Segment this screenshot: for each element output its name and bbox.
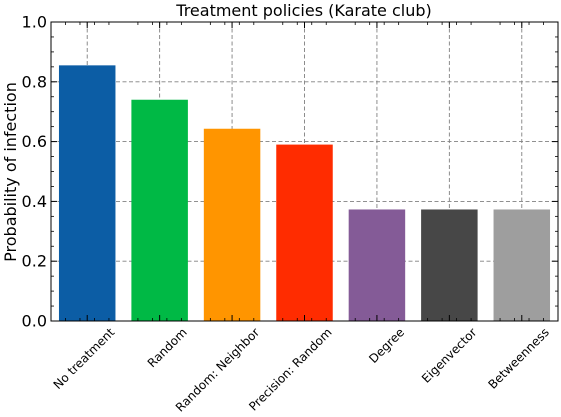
y-tick-label: 0.4 (22, 192, 47, 211)
x-tick-label: No treatment (51, 325, 118, 392)
x-tick-label: Precision: Random (246, 325, 334, 413)
bar-random-neighbor (203, 128, 261, 321)
chart-title: Treatment policies (Karate club) (175, 1, 431, 20)
bar-precision-random (276, 144, 333, 321)
y-tick-label: 0.6 (22, 132, 47, 151)
x-tick-label: Degree (366, 325, 407, 366)
bar-random (131, 99, 188, 322)
y-axis-label: Probability of infection (1, 82, 20, 262)
y-tick-label: 0.0 (22, 312, 47, 331)
bar-degree (348, 209, 406, 321)
bars (58, 65, 551, 322)
y-tick-label: 0.8 (22, 72, 47, 91)
plot-frame (50, 21, 559, 322)
bar-eigenvector (421, 209, 478, 321)
x-tick-label: Betweenness (485, 325, 551, 391)
bar-no-treatment (58, 65, 116, 321)
x-tick-label: Eigenvector (419, 325, 480, 386)
y-tick-label: 1.0 (22, 13, 47, 32)
x-tick-label: Random (145, 325, 190, 370)
y-tick-label: 0.2 (22, 252, 47, 271)
bar-betweenness (493, 209, 551, 321)
